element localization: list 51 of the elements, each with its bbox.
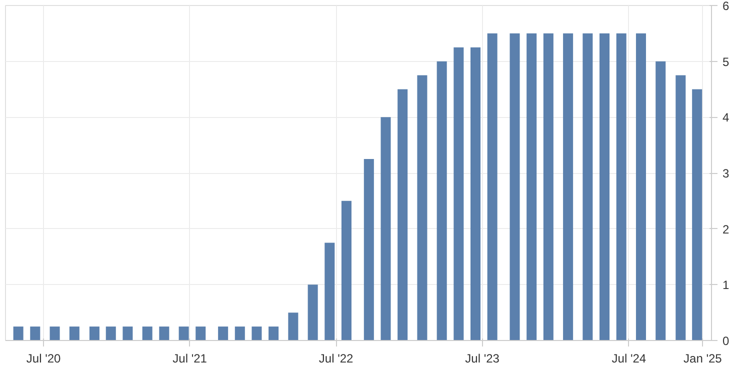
bar <box>436 61 447 340</box>
bar <box>106 326 116 340</box>
y-tick-label: 4 <box>722 110 730 125</box>
bar <box>234 326 245 340</box>
bar <box>510 33 520 340</box>
bar <box>142 326 152 340</box>
bar <box>159 326 170 340</box>
x-tick-label: Jul '23 <box>465 352 500 366</box>
bar <box>364 159 374 340</box>
bar <box>13 326 24 340</box>
bar <box>563 33 574 340</box>
bar <box>30 326 40 340</box>
bar <box>636 33 646 340</box>
bar <box>582 33 593 340</box>
bar <box>89 326 100 340</box>
y-tick-label: 2 <box>722 222 730 236</box>
y-tick-label: 0 <box>722 334 730 348</box>
bar <box>324 242 335 340</box>
bar <box>252 326 262 340</box>
bar <box>656 61 666 340</box>
y-tick-label: 1 <box>722 278 730 292</box>
bar <box>526 33 537 340</box>
y-tick-label: 5 <box>722 54 730 69</box>
bar <box>341 200 352 340</box>
x-tick-label: Jul '22 <box>318 352 354 366</box>
y-tick-label: 6 <box>722 0 730 13</box>
bar <box>218 326 228 340</box>
bar <box>69 326 80 340</box>
x-tick-label: Jan '25 <box>684 352 722 366</box>
bar <box>178 326 189 340</box>
x-tick-label: Jul '20 <box>26 352 62 366</box>
bar <box>50 326 60 340</box>
y-tick-label: 3 <box>722 166 730 180</box>
bar <box>288 312 298 340</box>
bar <box>398 89 408 340</box>
bar <box>616 33 626 340</box>
bar <box>600 33 610 340</box>
bar <box>543 33 554 340</box>
bar <box>692 89 702 340</box>
bar <box>308 284 318 340</box>
bar <box>487 33 498 340</box>
bar <box>417 75 428 340</box>
bar <box>122 326 133 340</box>
x-tick-label: Jul '24 <box>612 352 646 366</box>
bar <box>470 47 481 340</box>
bar <box>454 47 464 340</box>
bar <box>380 117 391 340</box>
bar <box>676 75 686 340</box>
bar <box>196 326 206 340</box>
bar <box>268 326 279 340</box>
x-tick-label: Jul '21 <box>172 352 208 366</box>
